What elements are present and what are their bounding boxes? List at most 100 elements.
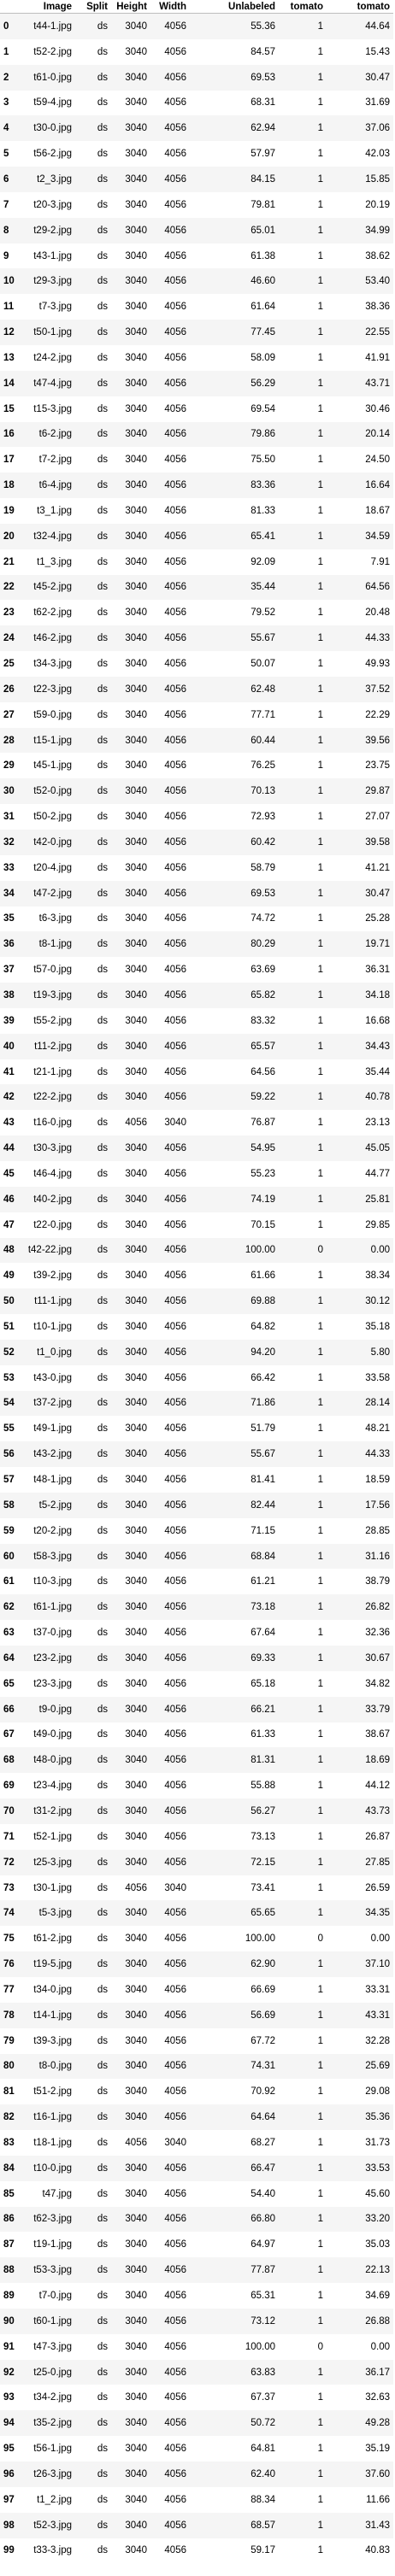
image-cell: t34-2.jpg xyxy=(33,2392,72,2403)
unlabeled-cell: 71.86 xyxy=(251,1398,275,1409)
image-cell: t61-1.jpg xyxy=(33,1602,72,1613)
table-row: 56 t43-2.jpg ds 3040 4056 55.67 1 44.33 xyxy=(0,1441,393,1468)
image-cell: t62-3.jpg xyxy=(33,2214,72,2225)
tomato-count-cell: 1 xyxy=(317,97,323,109)
width-cell: 4056 xyxy=(164,455,186,466)
table-row: 79 t39-3.jpg ds 3040 4056 67.72 1 32.28 xyxy=(0,2028,393,2054)
row-index: 45 xyxy=(3,1168,15,1179)
row-index: 53 xyxy=(3,1372,15,1383)
table-row: 30 t52-0.jpg ds 3040 4056 70.13 1 29.87 xyxy=(0,778,393,805)
tomato-count-cell: 1 xyxy=(317,1118,323,1129)
tomato-percent-cell: 29.87 xyxy=(365,786,390,797)
split-cell: ds xyxy=(97,1092,108,1103)
width-cell: 4056 xyxy=(164,2035,186,2046)
image-cell: t42-0.jpg xyxy=(33,836,72,848)
width-cell: 4056 xyxy=(164,1576,186,1587)
unlabeled-cell: 100.00 xyxy=(245,2341,275,2352)
row-index: 90 xyxy=(3,2315,15,2327)
unlabeled-cell: 80.29 xyxy=(251,939,275,950)
height-cell: 3040 xyxy=(125,480,147,491)
split-cell: ds xyxy=(97,2315,108,2327)
tomato-percent-cell: 44.77 xyxy=(365,1168,390,1179)
tomato-count-cell: 1 xyxy=(317,173,323,185)
row-index: 38 xyxy=(3,989,15,1000)
split-cell: ds xyxy=(97,1576,108,1587)
width-cell: 4056 xyxy=(164,1499,186,1511)
row-index: 7 xyxy=(3,199,9,210)
table-row: 67 t49-0.jpg ds 3040 4056 61.33 1 38.67 xyxy=(0,1722,393,1748)
width-cell: 4056 xyxy=(164,1831,186,1842)
unlabeled-cell: 92.09 xyxy=(251,556,275,567)
unlabeled-cell: 56.29 xyxy=(251,378,275,389)
image-cell: t39-2.jpg xyxy=(33,1270,72,1282)
width-cell: 4056 xyxy=(164,1984,186,1995)
height-cell: 3040 xyxy=(125,607,147,619)
height-cell: 3040 xyxy=(125,21,147,32)
unlabeled-cell: 79.81 xyxy=(251,199,275,210)
image-cell: t53-3.jpg xyxy=(33,2265,72,2276)
split-cell: ds xyxy=(97,2214,108,2225)
unlabeled-cell: 71.15 xyxy=(251,1525,275,1536)
height-cell: 3040 xyxy=(125,2545,147,2556)
width-cell: 4056 xyxy=(164,2468,186,2479)
tomato-percent-cell: 41.21 xyxy=(365,862,390,873)
image-cell: t49-1.jpg xyxy=(33,1423,72,1435)
image-cell: t45-2.jpg xyxy=(33,582,72,593)
height-cell: 3040 xyxy=(125,1270,147,1282)
unlabeled-cell: 100.00 xyxy=(245,1933,275,1945)
table-row: 22 t45-2.jpg ds 3040 4056 35.44 1 64.56 xyxy=(0,574,393,601)
height-cell: 3040 xyxy=(125,735,147,746)
tomato-count-cell: 1 xyxy=(317,633,323,644)
height-cell: 3040 xyxy=(125,1755,147,1766)
tomato-count-cell: 1 xyxy=(317,582,323,593)
unlabeled-cell: 82.44 xyxy=(251,1499,275,1511)
unlabeled-cell: 66.42 xyxy=(251,1372,275,1383)
image-cell: t52-1.jpg xyxy=(33,1831,72,1842)
tomato-count-cell: 1 xyxy=(317,1857,323,1868)
tomato-count-cell: 1 xyxy=(317,2112,323,2123)
image-cell: t2_3.jpg xyxy=(37,173,72,185)
image-cell: t11-1.jpg xyxy=(34,1296,72,1307)
image-cell: t42-22.jpg xyxy=(27,1245,72,1256)
image-cell: t59-4.jpg xyxy=(33,97,72,109)
split-cell: ds xyxy=(97,1882,108,1893)
tomato-percent-cell: 35.44 xyxy=(365,1066,390,1077)
height-cell: 3040 xyxy=(125,582,147,593)
table-row: 97 t1_2.jpg ds 3040 4056 88.34 1 11.66 xyxy=(0,2487,393,2513)
unlabeled-cell: 61.21 xyxy=(251,1576,275,1587)
tomato-percent-cell: 35.36 xyxy=(365,2112,390,2123)
tomato-count-cell: 1 xyxy=(317,1270,323,1282)
unlabeled-cell: 79.86 xyxy=(251,429,275,440)
height-cell: 3040 xyxy=(125,1781,147,1792)
table-row: 57 t48-1.jpg ds 3040 4056 81.41 1 18.59 xyxy=(0,1467,393,1493)
height-cell: 3040 xyxy=(125,199,147,210)
row-index: 66 xyxy=(3,1704,15,1715)
height-cell: 3040 xyxy=(125,1857,147,1868)
tomato-count-cell: 1 xyxy=(317,2367,323,2378)
split-cell: ds xyxy=(97,225,108,236)
height-cell: 3040 xyxy=(125,939,147,950)
image-cell: t30-3.jpg xyxy=(33,1143,72,1154)
row-index: 20 xyxy=(3,531,15,542)
tomato-percent-cell: 64.56 xyxy=(365,582,390,593)
height-cell: 3040 xyxy=(125,1525,147,1536)
tomato-percent-cell: 17.56 xyxy=(365,1499,390,1511)
height-cell: 3040 xyxy=(125,276,147,287)
width-cell: 4056 xyxy=(164,582,186,593)
tomato-percent-cell: 26.82 xyxy=(365,1602,390,1613)
tomato-count-cell: 0 xyxy=(317,2341,323,2352)
height-cell: 3040 xyxy=(125,97,147,109)
tomato-percent-cell: 32.36 xyxy=(365,1628,390,1639)
width-cell: 4056 xyxy=(164,862,186,873)
height-cell: 4056 xyxy=(125,2137,147,2148)
table-row: 6 t2_3.jpg ds 3040 4056 84.15 1 15.85 xyxy=(0,167,393,192)
image-cell: t3_1.jpg xyxy=(37,505,72,516)
width-cell: 4056 xyxy=(164,97,186,109)
tomato-percent-cell: 29.85 xyxy=(365,1219,390,1230)
tomato-percent-cell: 24.50 xyxy=(365,455,390,466)
unlabeled-cell: 60.42 xyxy=(251,836,275,848)
image-cell: t15-1.jpg xyxy=(33,735,72,746)
row-index: 59 xyxy=(3,1525,15,1536)
width-cell: 4056 xyxy=(164,1652,186,1664)
height-cell: 3040 xyxy=(125,2086,147,2098)
